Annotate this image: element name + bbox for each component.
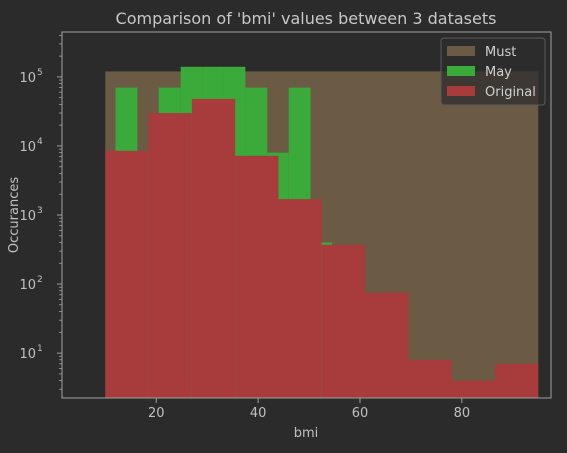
bar-original-1 [148, 113, 192, 398]
legend-swatch-original [447, 86, 475, 96]
x-tick-label-0: 20 [148, 406, 165, 421]
bar-original-7 [408, 359, 452, 398]
y-tick-label-4: 10 [19, 71, 36, 86]
y-tick-label-1: 10 [19, 278, 36, 293]
bar-original-0 [105, 150, 149, 398]
bars-layer [105, 66, 539, 399]
y-tick-exponent-1: 2 [37, 275, 43, 285]
y-tick-exponent-3: 4 [37, 137, 43, 147]
x-tick-label-2: 60 [352, 406, 369, 421]
legend-label-original: Original [485, 85, 536, 100]
y-tick-exponent-0: 1 [37, 344, 43, 354]
x-tick-label-1: 40 [250, 406, 267, 421]
bar-original-9 [494, 363, 539, 398]
y-tick-exponent-4: 5 [37, 68, 43, 78]
y-tick-label-0: 10 [19, 347, 36, 362]
y-axis-label: Occurances [7, 177, 22, 253]
bar-original-6 [365, 292, 409, 398]
bar-original-3 [235, 155, 279, 398]
y-tick-exponent-2: 3 [37, 206, 43, 216]
bar-original-4 [278, 199, 322, 398]
bar-original-5 [321, 244, 366, 398]
y-tick-label-2: 10 [19, 209, 36, 224]
x-axis: 20 40 60 80 [148, 398, 470, 421]
legend-label-must: Must [485, 45, 516, 60]
chart-title: Comparison of 'bmi' values between 3 dat… [116, 9, 497, 28]
x-axis-label: bmi [294, 426, 319, 441]
legend-label-may: May [485, 65, 512, 80]
x-tick-label-3: 80 [454, 406, 471, 421]
bar-original-8 [451, 380, 495, 398]
legend: Must May Original [440, 37, 546, 106]
legend-swatch-must [447, 46, 475, 56]
bar-original-2 [191, 98, 236, 399]
y-tick-label-3: 10 [19, 140, 36, 155]
legend-swatch-may [447, 66, 475, 76]
